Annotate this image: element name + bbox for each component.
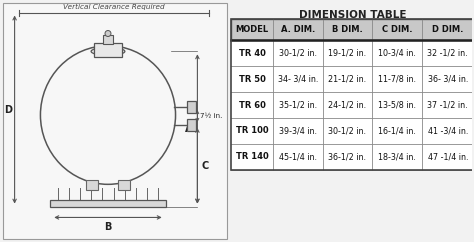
Text: 11-7/8 in.: 11-7/8 in. [378,75,416,84]
Text: D DIM.: D DIM. [432,25,464,34]
Bar [231,92,474,118]
FancyBboxPatch shape [118,180,130,189]
Ellipse shape [91,47,125,55]
Text: 47 -1/4 in.: 47 -1/4 in. [428,152,468,161]
Bar [231,118,474,144]
Text: 35-1/2 in.: 35-1/2 in. [279,101,317,110]
Text: 24-1/2 in.: 24-1/2 in. [328,101,366,110]
Bar [231,19,474,170]
Text: 30-1/2 in.: 30-1/2 in. [328,126,366,136]
Text: 36- 3/4 in.: 36- 3/4 in. [428,75,468,84]
Text: 7½ in.: 7½ in. [201,113,223,119]
Text: A: A [185,124,192,134]
Text: D: D [5,105,13,114]
Text: MODEL: MODEL [236,25,269,34]
Bar [103,36,113,45]
Text: TR 40: TR 40 [238,49,265,58]
Text: TR 140: TR 140 [236,152,268,161]
Bar [231,40,474,66]
Text: 45-1/4 in.: 45-1/4 in. [279,152,317,161]
Bar [231,19,474,40]
FancyBboxPatch shape [86,180,98,189]
Text: B: B [104,222,112,232]
Text: C: C [201,161,209,171]
Text: 18-3/4 in.: 18-3/4 in. [378,152,416,161]
Text: B DIM.: B DIM. [332,25,363,34]
Text: TR 60: TR 60 [238,101,265,110]
Text: A. DIM.: A. DIM. [281,25,315,34]
Text: 16-1/4 in.: 16-1/4 in. [378,126,416,136]
Circle shape [105,30,111,37]
Text: 21-1/2 in.: 21-1/2 in. [328,75,366,84]
Text: 34- 3/4 in.: 34- 3/4 in. [278,75,318,84]
Text: 10-3/4 in.: 10-3/4 in. [378,49,416,58]
Text: Vertical Clearance Required: Vertical Clearance Required [63,4,165,10]
Text: C DIM.: C DIM. [382,25,412,34]
Text: TR 50: TR 50 [238,75,265,84]
Text: DIMENSION TABLE: DIMENSION TABLE [299,10,406,20]
Ellipse shape [40,46,175,184]
FancyBboxPatch shape [187,119,196,131]
Bar [231,19,474,40]
Bar [231,144,474,170]
Bar [231,66,474,92]
FancyBboxPatch shape [50,200,165,206]
Text: 41 -3/4 in.: 41 -3/4 in. [428,126,468,136]
Text: 36-1/2 in.: 36-1/2 in. [328,152,366,161]
FancyBboxPatch shape [94,44,122,57]
Text: 13-5/8 in.: 13-5/8 in. [378,101,416,110]
Text: 39-3/4 in.: 39-3/4 in. [279,126,317,136]
FancyBboxPatch shape [187,101,196,113]
Text: 37 -1/2 in.: 37 -1/2 in. [428,101,468,110]
Text: TR 100: TR 100 [236,126,268,136]
Text: 19-1/2 in.: 19-1/2 in. [328,49,366,58]
Text: 30-1/2 in.: 30-1/2 in. [279,49,317,58]
Text: 32 -1/2 in.: 32 -1/2 in. [428,49,468,58]
FancyBboxPatch shape [3,3,227,239]
